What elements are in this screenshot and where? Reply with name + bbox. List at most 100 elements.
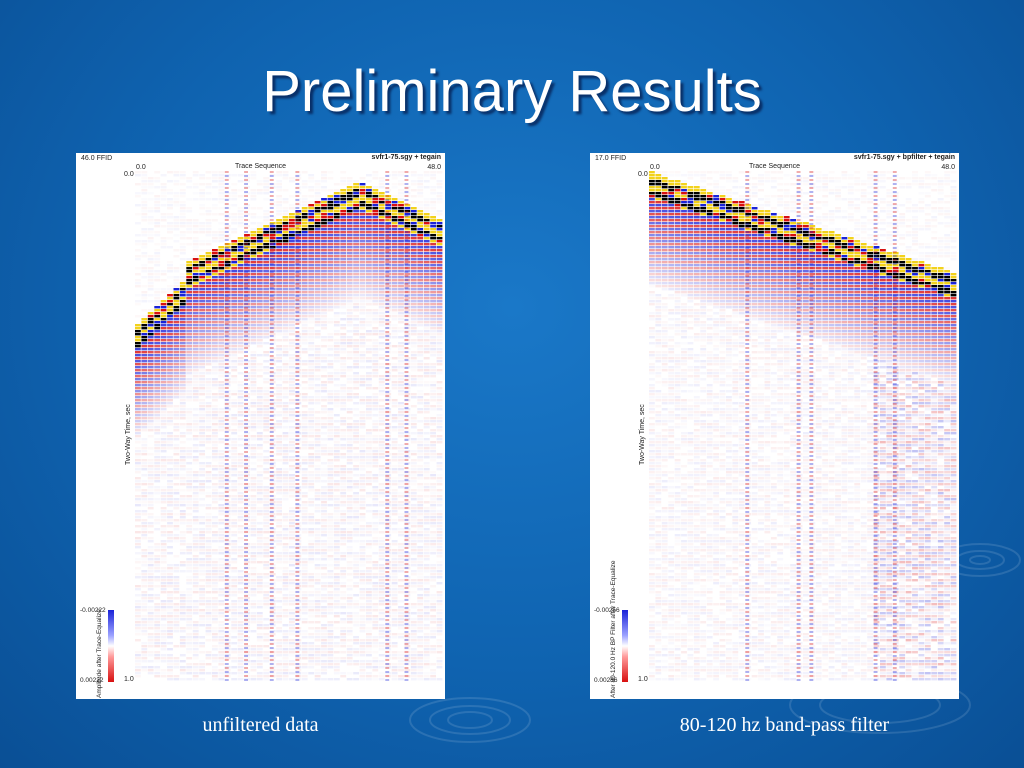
trace-sample	[180, 213, 186, 215]
trace-sample	[314, 306, 321, 309]
trace-sample	[231, 531, 238, 534]
trace-sample	[179, 672, 186, 675]
trace-sample	[295, 525, 302, 528]
trace-sample	[244, 264, 250, 267]
trace-sample	[154, 480, 161, 483]
trace-sample	[308, 555, 314, 557]
trace-sample	[199, 390, 205, 392]
trace-sample	[366, 216, 372, 219]
trace-sample	[346, 648, 353, 651]
trace-sample	[167, 624, 173, 627]
trace-sample	[263, 396, 269, 398]
trace-sample	[250, 303, 257, 306]
trace-sample	[327, 390, 334, 393]
trace-sample	[192, 231, 199, 234]
trace-sample	[173, 504, 180, 507]
trace-sample	[237, 453, 244, 456]
trace-sample	[289, 279, 295, 282]
trace-sample	[295, 345, 302, 348]
trace-sample	[238, 486, 244, 488]
trace-sample	[314, 243, 321, 246]
trace-sample	[346, 192, 353, 195]
trace-sample	[218, 363, 225, 366]
trace-sample	[327, 360, 334, 363]
trace-sample	[193, 222, 199, 224]
trace-sample	[301, 288, 308, 291]
trace-sample	[154, 351, 161, 354]
trace-sample	[160, 279, 167, 282]
trace-sample	[263, 390, 270, 393]
trace-sample	[205, 309, 212, 312]
trace-sample	[174, 204, 180, 206]
trace-sample	[301, 573, 308, 576]
trace-sample	[282, 396, 289, 399]
trace-sample	[321, 318, 327, 320]
trace-sample	[347, 555, 353, 557]
trace-sample	[282, 339, 289, 342]
trace-sample	[250, 360, 257, 363]
trace-sample	[173, 405, 180, 408]
trace-sample	[244, 444, 250, 447]
trace-sample	[160, 345, 167, 348]
trace-sample	[333, 543, 340, 546]
trace-sample	[154, 357, 161, 360]
trace-sample	[250, 333, 257, 336]
trace-sample	[231, 381, 237, 383]
trace-sample	[174, 408, 180, 410]
trace-sample	[186, 222, 193, 225]
trace-sample	[263, 498, 270, 501]
trace-sample	[205, 576, 212, 579]
trace-sample	[224, 264, 231, 267]
trace-sample	[333, 651, 340, 654]
trace-sample	[269, 603, 276, 606]
trace-sample	[282, 270, 289, 273]
trace-sample	[231, 540, 238, 543]
trace-sample	[192, 312, 199, 315]
trace-sample	[179, 390, 186, 393]
trace-sample	[314, 480, 321, 483]
trace-sample	[231, 543, 238, 546]
trace-sample	[346, 213, 353, 216]
trace-sample	[205, 672, 212, 675]
trace-sample	[154, 468, 161, 471]
trace-sample	[269, 495, 276, 498]
trace-sample	[269, 426, 276, 429]
trace-sample	[359, 282, 366, 285]
trace-sample	[212, 438, 218, 440]
trace-sample	[212, 645, 218, 648]
trace-sample	[314, 672, 321, 675]
trace-sample	[237, 324, 244, 327]
trace-sample	[179, 237, 186, 240]
trace-sample	[167, 405, 173, 408]
trace-sample	[148, 453, 154, 455]
trace-sample	[269, 318, 276, 321]
trace-sample	[314, 399, 321, 402]
trace-sample	[147, 633, 154, 636]
trace-sample	[308, 369, 315, 372]
trace-sample	[161, 225, 167, 227]
trace-sample	[340, 537, 347, 540]
trace-sample	[340, 348, 347, 351]
trace-sample	[154, 579, 161, 582]
trace-sample	[224, 378, 231, 381]
trace-sample	[186, 312, 193, 315]
trace-sample	[340, 492, 347, 495]
trace-sample	[321, 669, 327, 672]
trace-sample	[218, 393, 225, 396]
trace-sample	[321, 324, 327, 327]
trace-sample	[237, 531, 244, 534]
trace-sample	[141, 648, 148, 651]
trace-sample	[167, 540, 173, 543]
trace-sample	[250, 318, 257, 321]
trace-sample	[301, 492, 308, 495]
trace-sample	[205, 531, 212, 534]
trace-sample	[301, 228, 308, 231]
trace-sample	[147, 357, 154, 360]
trace-sample	[333, 558, 340, 561]
trace-sample	[314, 294, 321, 297]
trace-sample	[218, 549, 225, 552]
trace-sample	[269, 564, 276, 567]
trace-sample	[340, 591, 346, 593]
trace-sample	[160, 390, 167, 393]
trace-sample	[250, 234, 257, 237]
